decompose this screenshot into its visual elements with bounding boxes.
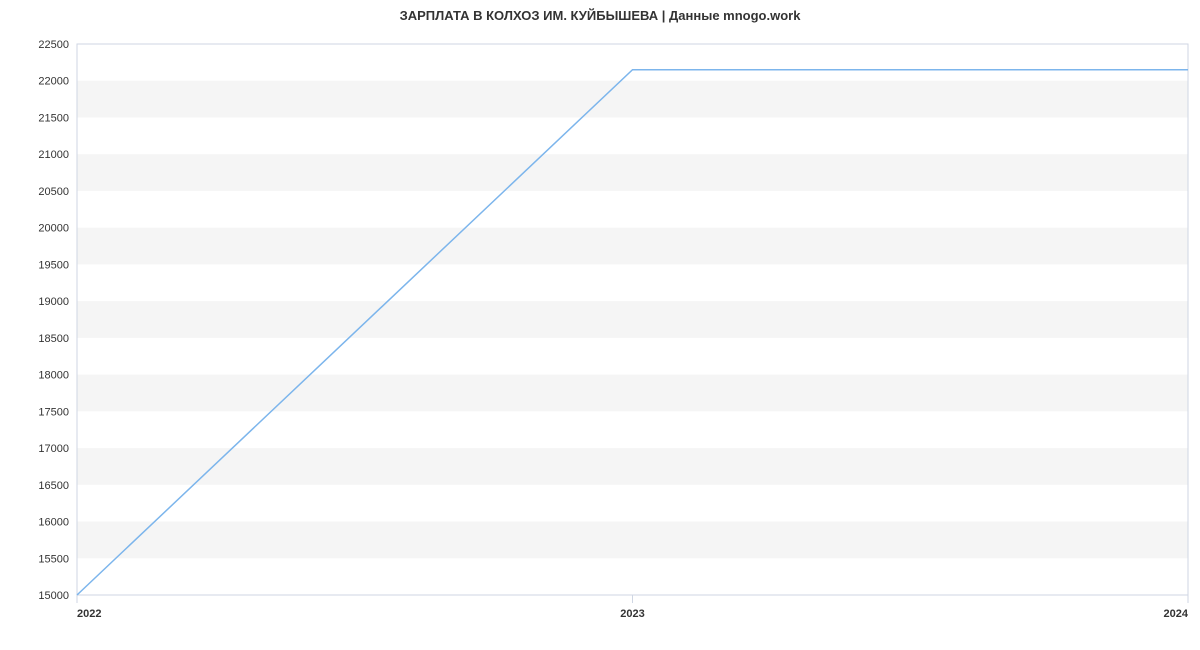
y-tick-label: 15500 xyxy=(38,553,69,565)
y-tick-label: 18000 xyxy=(38,370,69,382)
salary-chart: ЗАРПЛАТА В КОЛХОЗ ИМ. КУЙБЫШЕВА | Данные… xyxy=(0,0,1200,650)
grid-band xyxy=(77,448,1188,485)
y-tick-label: 16500 xyxy=(38,480,69,492)
grid-band xyxy=(77,154,1188,191)
x-tick-label: 2023 xyxy=(620,608,644,620)
grid-band xyxy=(77,301,1188,338)
y-tick-label: 19000 xyxy=(38,296,69,308)
grid-band xyxy=(77,375,1188,412)
y-tick-label: 20500 xyxy=(38,186,69,198)
y-tick-label: 22000 xyxy=(38,76,69,88)
y-tick-label: 15000 xyxy=(38,590,69,602)
x-tick-label: 2022 xyxy=(77,608,101,620)
y-tick-label: 22500 xyxy=(38,39,69,51)
y-tick-label: 17000 xyxy=(38,443,69,455)
y-tick-label: 17500 xyxy=(38,406,69,418)
y-tick-label: 16000 xyxy=(38,517,69,529)
y-tick-label: 21500 xyxy=(38,112,69,124)
x-tick-label: 2024 xyxy=(1164,608,1189,620)
chart-svg: 15000 15500 16000 16500 17000 17500 18000 18500… xyxy=(0,0,1200,650)
grid-band xyxy=(77,228,1188,265)
y-tick-label: 20000 xyxy=(38,223,69,235)
y-tick-label: 21000 xyxy=(38,149,69,161)
y-tick-label: 19500 xyxy=(38,259,69,271)
y-tick-label: 18500 xyxy=(38,333,69,345)
grid-band xyxy=(77,81,1188,118)
grid-band xyxy=(77,522,1188,559)
